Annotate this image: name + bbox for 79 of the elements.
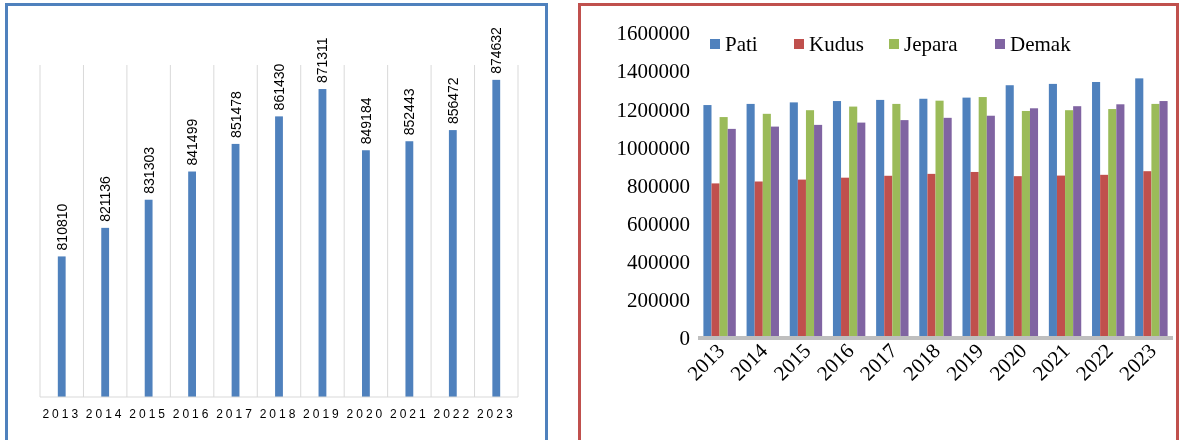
y-tick-label: 0: [679, 326, 690, 351]
bar: [1005, 85, 1014, 338]
bar: [703, 105, 712, 338]
bar: [814, 124, 823, 338]
bar: [1100, 174, 1109, 338]
bar: [970, 171, 979, 338]
data-label: 849184: [357, 97, 374, 145]
x-tick-label: 2015: [129, 407, 168, 421]
data-label: 874632: [488, 26, 505, 74]
y-tick-label: 1600000: [616, 21, 690, 46]
x-tick-label: 2019: [303, 407, 342, 421]
data-label: 831303: [140, 146, 157, 194]
data-label: 821136: [97, 175, 114, 222]
bar: [789, 102, 798, 338]
x-tick-label: 2016: [172, 407, 212, 421]
data-label: 852443: [401, 88, 418, 136]
bar: [1065, 110, 1074, 338]
bar: [884, 175, 893, 338]
x-tick-label: 2020: [346, 407, 386, 421]
bar: [1108, 109, 1117, 338]
bar: [797, 179, 806, 338]
legend-label: Demak: [1010, 32, 1072, 57]
bar: [849, 106, 858, 338]
y-tick-label: 400000: [627, 250, 690, 275]
bar: [1021, 110, 1030, 338]
legend-label: Jepara: [904, 32, 959, 57]
bar: [1029, 108, 1039, 338]
bar: [1056, 175, 1066, 338]
bar: [754, 181, 763, 338]
bar: [978, 97, 987, 338]
bar: [1048, 83, 1057, 338]
bar: [919, 98, 928, 338]
bar: [1151, 103, 1160, 338]
x-tick-label: 2022: [433, 407, 473, 421]
bar: [1013, 176, 1022, 338]
bar: [1143, 171, 1152, 338]
bar: [927, 173, 936, 338]
bar: [746, 103, 755, 338]
bar: [841, 177, 850, 338]
legend-label: Pati: [725, 32, 758, 57]
y-tick-label: 1000000: [616, 135, 690, 160]
data-label: 810810: [53, 203, 70, 251]
bar: [857, 122, 866, 338]
bar: [986, 115, 995, 338]
bar: [1135, 78, 1144, 338]
bar: [900, 120, 909, 338]
data-label: 851478: [227, 90, 244, 138]
y-tick-label: 200000: [627, 288, 690, 313]
y-tick-label: 600000: [627, 211, 690, 236]
x-tick-label: 2018: [259, 407, 299, 421]
bar: [935, 100, 944, 338]
bar: [727, 128, 736, 338]
x-tick-label: 2021: [390, 407, 429, 421]
bar: [1159, 101, 1168, 338]
y-tick-label: 1200000: [616, 97, 690, 122]
bar: [1092, 81, 1101, 338]
data-label: 841499: [184, 118, 201, 166]
bar: [943, 117, 952, 338]
bar: [762, 113, 771, 338]
bar: [719, 117, 728, 338]
y-tick-label: 800000: [627, 173, 690, 198]
x-tick-label: 2023: [476, 407, 516, 421]
x-tick-label: 2014: [85, 407, 125, 421]
y-tick-label: 1400000: [616, 59, 690, 84]
legend-label: Kudus: [809, 32, 864, 57]
x-tick-label: 2017: [216, 407, 255, 421]
bar: [832, 101, 842, 338]
data-label: 871311: [314, 37, 331, 84]
bar: [711, 183, 720, 338]
bar: [876, 99, 885, 338]
x-tick-label: 2013: [42, 407, 82, 421]
data-label: 861430: [271, 63, 287, 111]
data-label: 856472: [444, 77, 461, 125]
bar: [962, 97, 971, 338]
bar: [805, 110, 815, 338]
bar: [1073, 106, 1082, 338]
bar: [1116, 104, 1125, 338]
bar: [770, 126, 779, 338]
bar: [892, 103, 901, 338]
